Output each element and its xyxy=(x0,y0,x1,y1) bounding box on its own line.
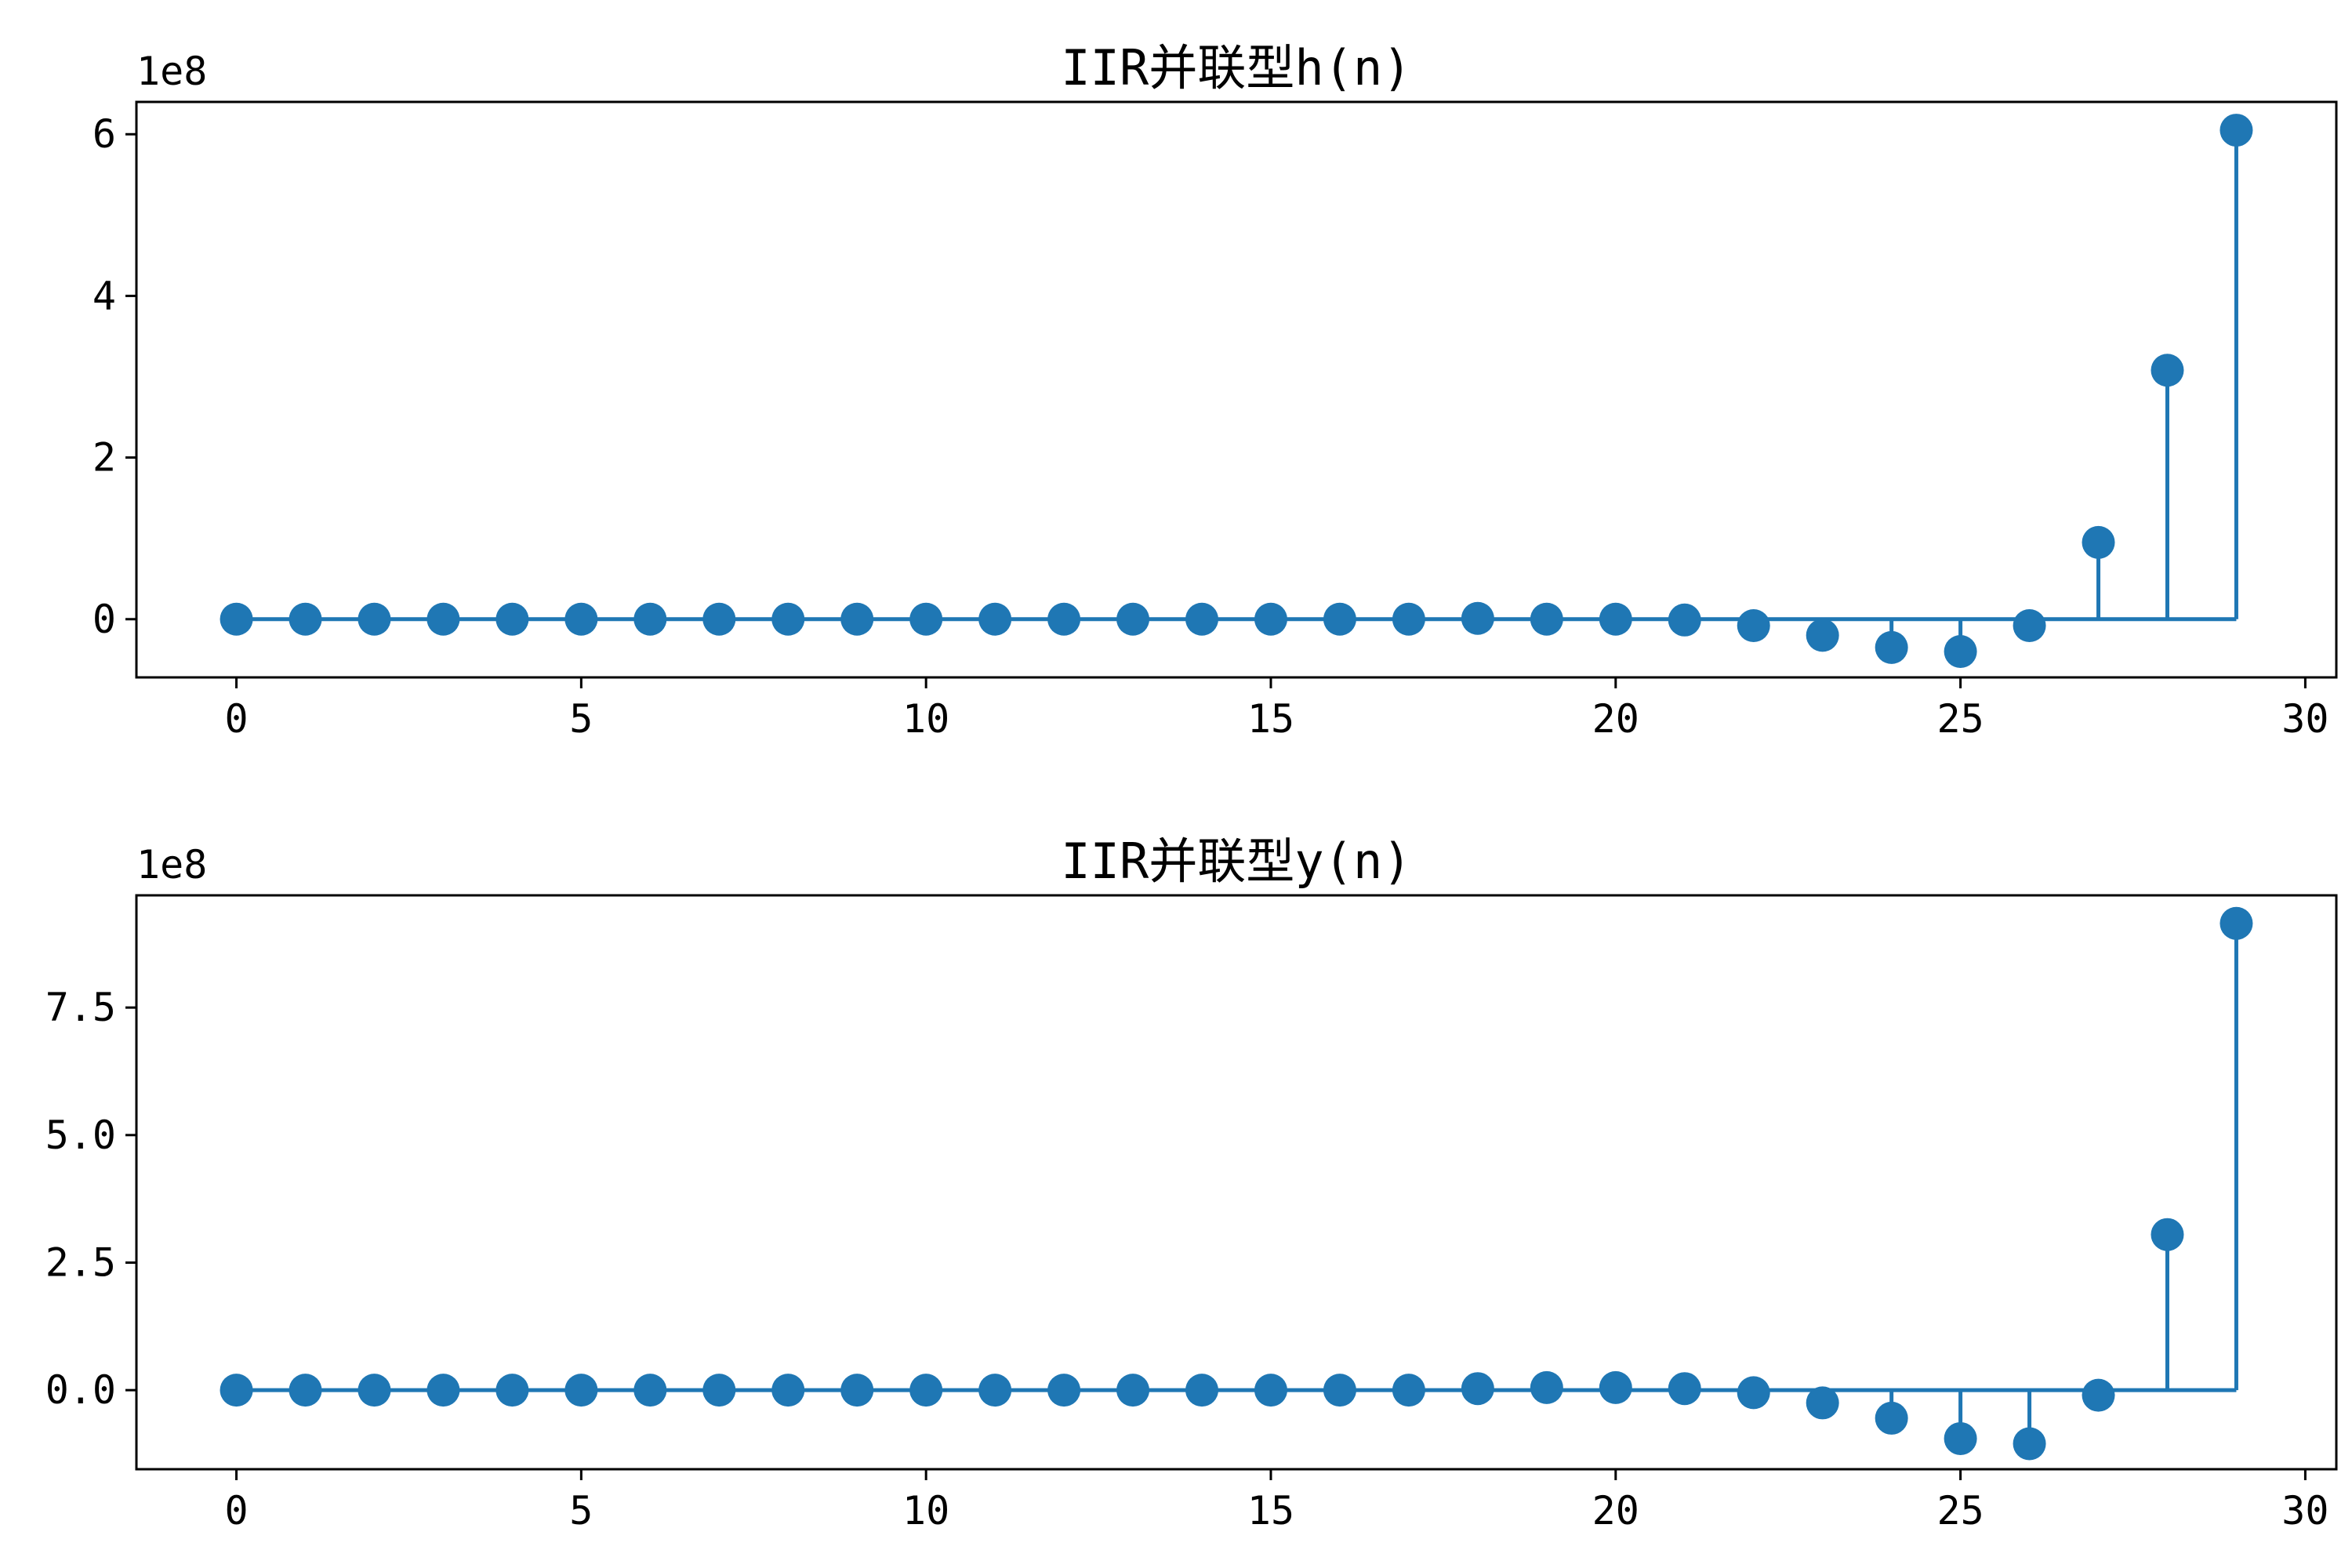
stem-marker xyxy=(1185,602,1219,636)
stem-marker xyxy=(2220,114,2253,147)
x-tick-label: 10 xyxy=(902,1488,949,1534)
x-tick-label: 25 xyxy=(1936,1488,1984,1534)
stem-marker xyxy=(1323,602,1356,636)
stem-marker xyxy=(1530,1370,1563,1404)
x-tick-label: 15 xyxy=(1247,696,1294,742)
chart-h-n: IIR并联型h(n) 1e8 0 5 10 15 20 25 30 0 2 4 6 xyxy=(93,39,2338,742)
x-tick-label: 5 xyxy=(569,1488,593,1534)
stem-marker xyxy=(289,1374,322,1407)
x-tick-label: 25 xyxy=(1936,696,1984,742)
stem-marker xyxy=(702,1374,736,1407)
y-tick-label: 2.5 xyxy=(45,1240,116,1285)
stem-marker xyxy=(771,1374,805,1407)
x-tick-label: 30 xyxy=(2281,696,2328,742)
stem-marker xyxy=(358,602,391,636)
stem-marker xyxy=(1047,602,1081,636)
stem-marker xyxy=(1047,1374,1081,1407)
stem-marker xyxy=(1392,602,1425,636)
x-tick-label: 0 xyxy=(224,696,248,742)
stem-marker xyxy=(426,602,460,636)
y-tick-label: 0 xyxy=(93,597,116,642)
x-tick-label: 20 xyxy=(1592,1488,1639,1534)
stem-marker xyxy=(495,602,529,636)
stem-marker xyxy=(1116,1374,1150,1407)
stem-marker xyxy=(1668,603,1701,637)
stem-marker xyxy=(1599,1370,1632,1404)
stem-marker xyxy=(2151,354,2184,387)
stem-marker xyxy=(1737,609,1770,643)
y-tick-label: 7.5 xyxy=(45,985,116,1030)
stem-marker xyxy=(1116,602,1150,636)
stem-marker xyxy=(1944,635,1977,669)
stem-marker xyxy=(978,1374,1012,1407)
stem-marker xyxy=(633,602,667,636)
stem-marker xyxy=(771,602,805,636)
axes-frame xyxy=(135,100,2338,679)
x-tick-label: 15 xyxy=(1247,1488,1294,1534)
stem-marker xyxy=(1806,619,1839,652)
stem-marker xyxy=(1875,1401,1908,1435)
chart-y-n: IIR并联型y(n) 1e8 0 5 10 15 20 25 30 0.0 2.5 5.0 7.5 xyxy=(45,833,2338,1534)
y-tick-label: 5.0 xyxy=(45,1112,116,1158)
stem-marker xyxy=(2220,906,2253,940)
stem-marker xyxy=(426,1374,460,1407)
x-tick-label: 30 xyxy=(2281,1488,2328,1534)
stem-marker xyxy=(1806,1386,1839,1420)
y-tick-label: 4 xyxy=(93,273,116,318)
stem-marker xyxy=(1461,601,1494,635)
stem-marker xyxy=(633,1374,667,1407)
stem-marker xyxy=(220,602,253,636)
stem-marker xyxy=(2082,1378,2115,1412)
stem-marker xyxy=(1668,1372,1701,1406)
stem-marker xyxy=(564,1374,598,1407)
stem-marker xyxy=(2151,1218,2184,1251)
stem-marker xyxy=(1737,1376,1770,1410)
stem-marker xyxy=(2082,525,2115,559)
stem-marker xyxy=(1392,1374,1425,1407)
stem-marker xyxy=(289,602,322,636)
stem-marker xyxy=(909,1374,943,1407)
chart-title: IIR并联型h(n) xyxy=(1061,39,1411,96)
stem-marker xyxy=(909,602,943,636)
axis-offset-label: 1e8 xyxy=(136,49,207,94)
axes-frame xyxy=(135,894,2338,1471)
x-tick-label: 0 xyxy=(224,1488,248,1534)
stem-marker xyxy=(1944,1421,1977,1455)
stem-marker xyxy=(1875,630,1908,664)
y-tick-label: 6 xyxy=(93,111,116,157)
stem-marker xyxy=(2013,609,2046,643)
stem-marker xyxy=(1254,1374,1287,1407)
stem-marker xyxy=(840,602,874,636)
stem-marker xyxy=(978,602,1012,636)
stem-marker xyxy=(1254,602,1287,636)
chart-title: IIR并联型y(n) xyxy=(1061,833,1411,890)
stem-marker xyxy=(1461,1372,1494,1406)
stem-marker xyxy=(702,602,736,636)
x-tick-label: 20 xyxy=(1592,696,1639,742)
stem-marker xyxy=(1185,1374,1219,1407)
stem-marker xyxy=(1599,602,1632,636)
y-tick-label: 2 xyxy=(93,435,116,481)
stem-marker xyxy=(358,1374,391,1407)
axis-offset-label: 1e8 xyxy=(136,842,207,887)
stem-marker xyxy=(2013,1427,2046,1461)
stem-marker xyxy=(495,1374,529,1407)
stem-marker xyxy=(220,1374,253,1407)
x-tick-label: 10 xyxy=(902,696,949,742)
x-tick-label: 5 xyxy=(569,696,593,742)
stem-marker xyxy=(1530,602,1563,636)
stem-marker xyxy=(840,1374,874,1407)
stem-marker xyxy=(1323,1374,1356,1407)
y-tick-label: 0.0 xyxy=(45,1367,116,1413)
stem-marker xyxy=(564,602,598,636)
